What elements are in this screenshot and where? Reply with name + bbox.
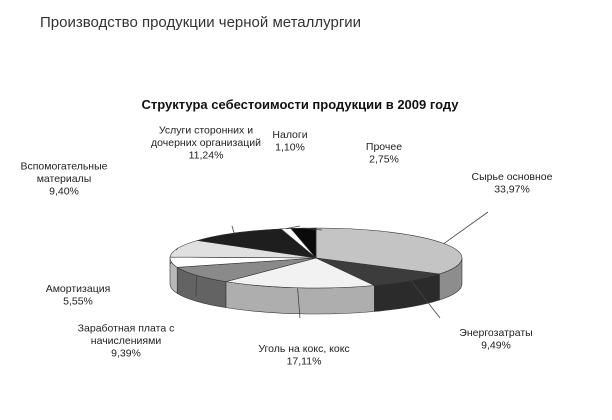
- slice-value-label: 11,24%: [189, 150, 224, 162]
- slice-category-label: Вспомогательные: [20, 161, 107, 173]
- leader-line-4: [169, 261, 172, 265]
- slice-category-label: Заработная плата с: [78, 323, 175, 335]
- slice-category-label: Уголь на кокс, кокс: [258, 343, 349, 355]
- leader-line-0: [443, 211, 489, 244]
- slice-category-label: Прочее: [366, 141, 402, 153]
- pie-slice-6: [197, 228, 318, 259]
- slice-category-label: начислениями: [91, 335, 162, 347]
- pie-slice-8: [290, 227, 317, 259]
- leader-line-5: [175, 248, 179, 251]
- slice-category-label: Сырье основное: [472, 171, 553, 183]
- leader-line-7: [285, 225, 301, 230]
- slice-value-label: 2,75%: [369, 153, 399, 165]
- leader-line-2: [297, 287, 301, 319]
- pie-sides: [169, 257, 463, 315]
- slice-category-label: материалы: [37, 173, 92, 185]
- pie-slice-5: [169, 240, 317, 259]
- slice-value-label: 17,11%: [287, 355, 322, 367]
- chart-title: Структура себестоимости продукции в 2009…: [141, 97, 459, 112]
- slice-value-label: 1,10%: [275, 141, 305, 153]
- slice-category-label: Услуги сторонних и: [159, 125, 253, 137]
- leader-line-6: [231, 225, 235, 234]
- slice-category-label: дочерних организаций: [151, 137, 261, 149]
- pie-slice-1: [315, 257, 440, 286]
- slice-value-label: 9,49%: [481, 339, 511, 351]
- leader-line-1: [410, 280, 441, 319]
- slice-value-label: 5,55%: [63, 295, 93, 307]
- pie-tops: [169, 227, 463, 289]
- pie-slice-3: [176, 257, 317, 282]
- slice-category-label: Налоги: [272, 129, 307, 141]
- slice-category-label: Амортизация: [46, 283, 111, 295]
- slice-value-label: 9,39%: [111, 348, 141, 360]
- leader-line-8: [303, 227, 323, 231]
- slice-value-label: 9,40%: [49, 186, 79, 198]
- page-heading: Производство продукции черной металлурги…: [40, 14, 362, 31]
- slice-category-label: Энергозатраты: [459, 327, 532, 339]
- slice-value-label: 33,97%: [494, 183, 530, 195]
